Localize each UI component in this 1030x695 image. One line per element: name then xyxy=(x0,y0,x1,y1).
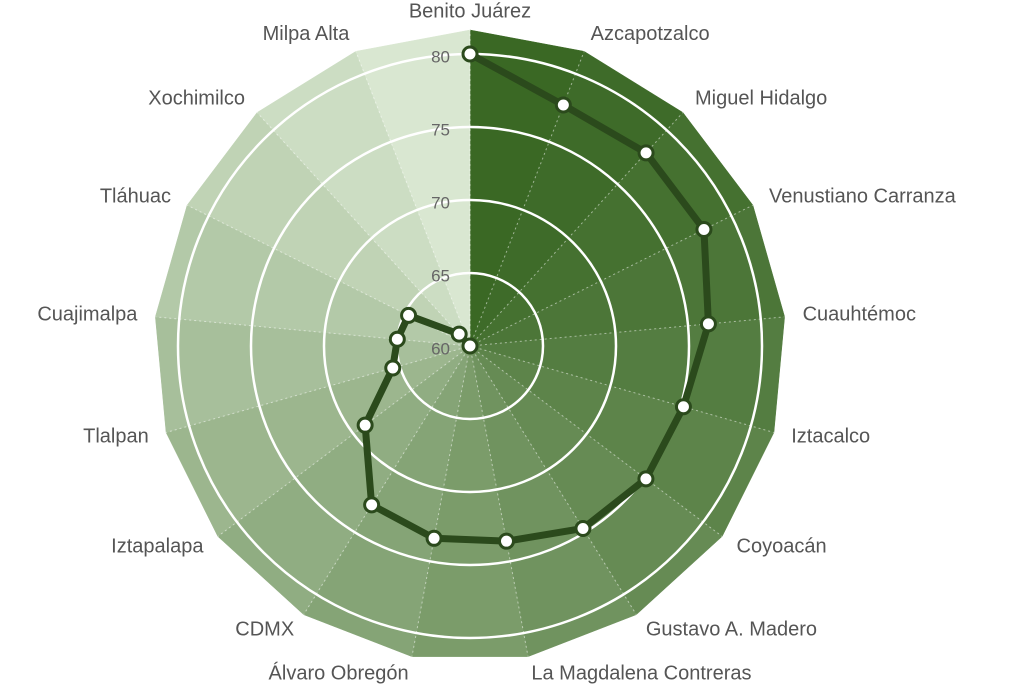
data-point xyxy=(554,96,572,114)
category-label: Benito Juárez xyxy=(409,0,531,22)
category-label: Gustavo A. Madero xyxy=(646,618,817,640)
data-point xyxy=(497,532,515,550)
category-label: Iztapalapa xyxy=(111,536,204,558)
category-label: Iztacalco xyxy=(791,426,870,448)
category-label: La Magdalena Contreras xyxy=(531,663,751,685)
category-label: Cuauhtémoc xyxy=(803,303,916,325)
category-label: Coyoacán xyxy=(737,536,827,558)
category-label: Milpa Alta xyxy=(263,23,351,45)
data-point xyxy=(363,496,381,514)
data-point xyxy=(384,359,402,377)
grid-ring xyxy=(322,198,618,494)
category-label: Venustiano Carranza xyxy=(769,185,957,207)
y-tick-label: 75 xyxy=(431,120,450,139)
data-point xyxy=(356,416,374,434)
category-label: Álvaro Obregón xyxy=(269,662,409,685)
category-label: Cuajimalpa xyxy=(37,303,138,325)
y-tick-label: 65 xyxy=(431,266,450,285)
category-label: Tláhuac xyxy=(100,185,171,207)
data-point xyxy=(388,330,406,348)
data-point xyxy=(425,529,443,547)
sector xyxy=(355,29,471,347)
data-point xyxy=(699,315,717,333)
data-point xyxy=(674,398,692,416)
data-point xyxy=(400,306,418,324)
data-point xyxy=(637,470,655,488)
category-label: Azcapotzalco xyxy=(591,23,710,45)
data-point xyxy=(450,325,468,343)
category-label: Miguel Hidalgo xyxy=(695,87,827,109)
data-point xyxy=(461,337,479,355)
y-tick-label: 70 xyxy=(431,193,450,212)
y-tick-label: 60 xyxy=(431,339,450,358)
grid-ring xyxy=(249,125,691,567)
data-point xyxy=(461,45,479,63)
data-point xyxy=(637,144,655,162)
data-point xyxy=(695,221,713,239)
category-label: Tlalpan xyxy=(83,426,149,448)
category-label: CDMX xyxy=(235,618,294,640)
category-label: Xochimilco xyxy=(148,87,245,109)
data-point xyxy=(574,519,592,537)
y-tick-label: 80 xyxy=(431,47,450,66)
